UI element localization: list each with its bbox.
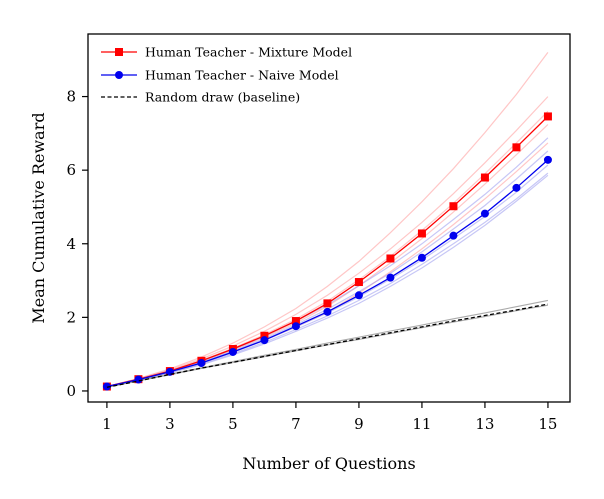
plot-frame [87, 33, 571, 403]
legend: Human Teacher - Mixture Model Human Teach… [101, 45, 352, 105]
data-point [417, 229, 426, 238]
x-tick-label: 1 [102, 415, 112, 433]
data-point [197, 358, 206, 367]
y-tick-label: 0 [66, 382, 76, 400]
legend-label: Random draw (baseline) [145, 90, 300, 105]
x-tick-label: 11 [412, 415, 431, 433]
data-point [480, 209, 489, 218]
faint-run-line [106, 96, 549, 388]
x-tick-label: 5 [228, 415, 238, 433]
data-point [512, 183, 521, 192]
legend-marker [115, 71, 123, 79]
y-axis-label: Mean Cumulative Reward [29, 112, 48, 323]
data-point [386, 273, 395, 282]
data-point [260, 336, 269, 345]
data-point [323, 299, 332, 308]
legend-label: Human Teacher - Naive Model [145, 68, 339, 83]
faint-run-line [106, 164, 549, 388]
x-tick-label: 15 [538, 415, 557, 433]
legend-label: Human Teacher - Mixture Model [145, 45, 352, 60]
data-point [323, 307, 332, 316]
x-tick-label: 13 [475, 415, 494, 433]
data-point [386, 254, 395, 263]
data-point [260, 331, 269, 340]
y-tick-label: 4 [66, 235, 76, 253]
data-point [102, 382, 111, 391]
data-point [543, 112, 552, 121]
data-point [354, 291, 363, 300]
faint-run-line [106, 124, 549, 388]
data-point [449, 202, 458, 211]
y-tick-label: 8 [66, 88, 76, 106]
data-point [512, 143, 521, 152]
series-line [106, 115, 549, 388]
series-line [106, 159, 549, 388]
data-point [291, 322, 300, 331]
y-tick-label: 6 [66, 161, 76, 179]
faint-run-line [106, 172, 549, 388]
data-point [354, 278, 363, 287]
x-tick-label: 9 [354, 415, 364, 433]
faint-run-line [106, 52, 549, 388]
data-point [543, 155, 552, 164]
faint-run-line [106, 174, 549, 388]
data-point [480, 173, 489, 182]
data-point [291, 317, 300, 326]
data-point [134, 375, 143, 384]
x-tick-label: 7 [291, 415, 301, 433]
data-point [417, 253, 426, 262]
series-line [106, 303, 549, 388]
x-tick-label: 3 [165, 415, 175, 433]
data-point [228, 347, 237, 356]
x-axis-label: Number of Questions [242, 454, 415, 473]
legend-marker [115, 48, 123, 56]
series-lines [102, 112, 552, 391]
data-point [449, 231, 458, 240]
y-tick-label: 2 [66, 308, 76, 326]
